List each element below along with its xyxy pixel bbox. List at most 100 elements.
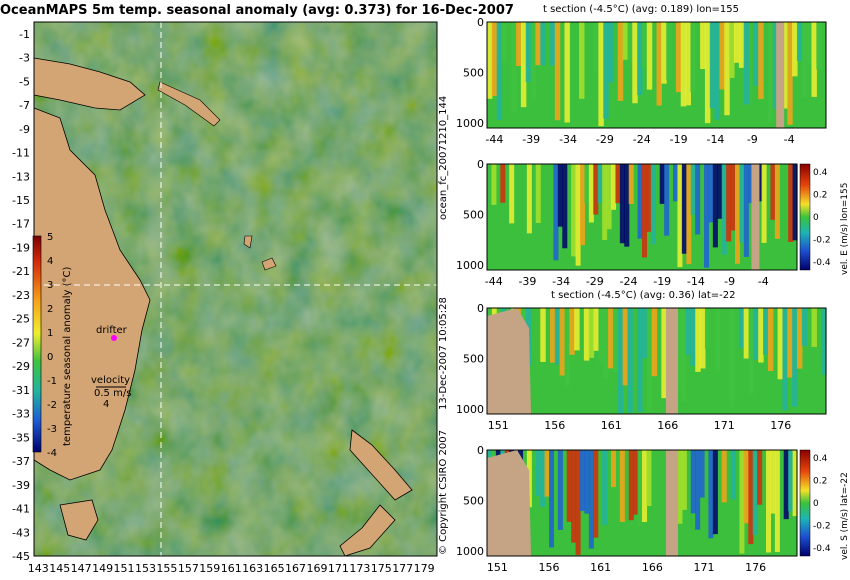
x-tick-label: 171 (328, 562, 349, 575)
section-cell (642, 450, 648, 523)
y-tick-label: -33 (12, 408, 30, 421)
section-cell (695, 450, 701, 530)
section-cell (617, 22, 624, 101)
section-cell (588, 308, 595, 358)
run-label: ocean_fc_20071210_144 (438, 96, 449, 220)
section-cell (743, 308, 750, 359)
y-tick-label: -25 (12, 313, 30, 326)
section-cell (743, 164, 749, 257)
temperature-colorbar (32, 235, 42, 453)
land-mask (751, 164, 760, 270)
section-cell (811, 308, 817, 347)
section-cell (597, 164, 603, 204)
x-tick-label: -9 (747, 133, 758, 146)
y-tick-label: -19 (12, 241, 30, 254)
x-tick-label: 169 (306, 562, 327, 575)
x-tick-label: 149 (92, 562, 113, 575)
section-cell (593, 308, 599, 351)
section-cell (641, 22, 648, 68)
section-cell (767, 22, 774, 123)
velocity-colorbar (799, 163, 811, 271)
x-tick-label: 171 (714, 419, 735, 432)
section-cell (690, 22, 696, 93)
section-cell (487, 22, 493, 99)
x-tick-label: 176 (745, 561, 766, 574)
x-tick-label: 166 (657, 419, 678, 432)
section-cell (757, 164, 763, 202)
section-cell (726, 164, 732, 242)
velocity-colorbar (799, 449, 811, 557)
section-cell (721, 164, 727, 255)
section-cell (704, 22, 711, 124)
section-cell (729, 308, 735, 408)
x-tick-label: 151 (488, 419, 509, 432)
section-cell (509, 164, 515, 224)
section-cell (761, 164, 767, 243)
land-mask (487, 450, 531, 556)
colorbar-tick-label: 3 (47, 280, 53, 291)
section-cell (637, 22, 643, 96)
land-mask (666, 308, 678, 414)
y-tick-label: 0 (477, 444, 484, 457)
y-tick-label: 1000 (456, 259, 484, 272)
section-title: t section (-4.5°C) (avg: 0.36) lat=-22 (551, 290, 736, 301)
section-cell (646, 164, 652, 232)
section-cell (730, 164, 736, 231)
section-cell (772, 22, 779, 110)
x-tick-label: 145 (49, 562, 70, 575)
y-tick-label: -17 (12, 218, 30, 231)
colorbar-tick-label: -4 (47, 448, 57, 459)
x-tick-label: 159 (199, 562, 220, 575)
colorbar-tick-label: 4 (47, 256, 53, 267)
x-tick-label: -29 (586, 275, 604, 288)
colorbar-tick-label: -0.2 (813, 236, 831, 246)
section-cell (571, 164, 577, 257)
section-cell (753, 308, 759, 360)
y-tick-label: -21 (12, 265, 30, 278)
colorbar-tick-label: 0 (47, 352, 53, 363)
x-tick-label: 176 (770, 419, 791, 432)
section-cell (816, 22, 822, 70)
x-tick-label: -39 (518, 275, 536, 288)
section-cell (661, 22, 667, 84)
section-cell (530, 22, 537, 101)
section-cell (627, 22, 633, 66)
section-cell (574, 308, 580, 351)
section-cell (549, 308, 556, 363)
section-cell (526, 450, 532, 508)
velocity-colorbar-label: vel. S (m/s) lat=-22 (840, 472, 850, 560)
x-tick-label: 155 (156, 562, 177, 575)
section-cell (617, 308, 624, 414)
section-cell (593, 164, 599, 215)
section-cell (598, 22, 604, 127)
velocity-scale: 4 (103, 399, 109, 410)
y-tick-label: -13 (12, 170, 30, 183)
x-tick-label: 175 (371, 562, 392, 575)
section-cell (758, 22, 764, 100)
section-cell (540, 450, 546, 507)
section-cell (690, 308, 696, 366)
colorbar-tick-label: 0 (813, 213, 819, 223)
x-tick-label: 167 (285, 562, 306, 575)
section-cell (686, 164, 692, 265)
section-cell (501, 22, 507, 63)
section-cell (622, 22, 629, 60)
section-cell (619, 164, 625, 244)
section-cell (758, 308, 764, 363)
section-cell (767, 308, 774, 372)
section-cell (557, 450, 563, 530)
section-cell (553, 164, 559, 261)
section-cell (526, 164, 532, 234)
section-cell (733, 22, 740, 63)
x-tick-label: 161 (221, 562, 242, 575)
velocity-colorbar-label: vel. E (m/s) lon=155 (840, 183, 850, 275)
section-cell (633, 450, 639, 515)
section-cell (535, 22, 541, 66)
section-cell (704, 164, 710, 268)
section-cell (646, 308, 653, 413)
section-cell (788, 450, 794, 512)
y-tick-label: -41 (12, 503, 30, 516)
x-tick-label: -24 (620, 275, 638, 288)
section-cell (659, 164, 665, 204)
section-cell (729, 22, 735, 78)
